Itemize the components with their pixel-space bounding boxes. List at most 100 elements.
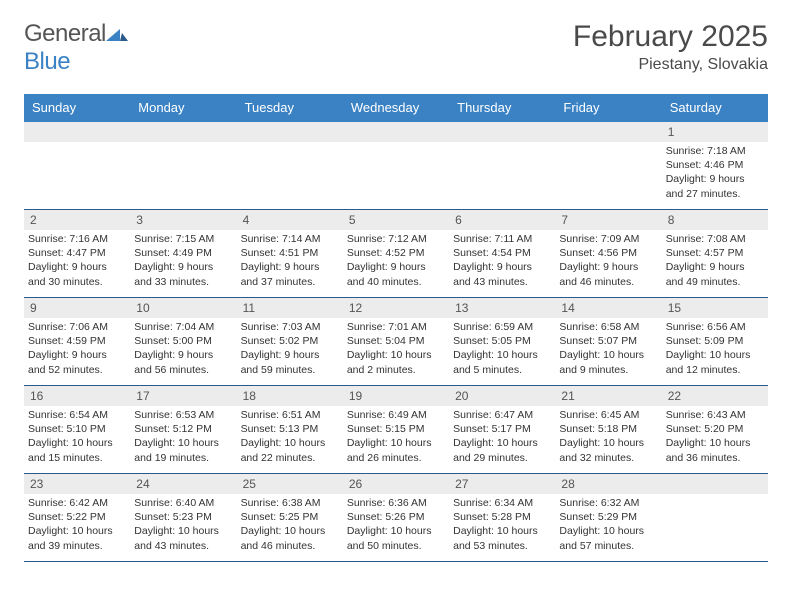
calendar-cell bbox=[343, 122, 449, 210]
day-line: and 52 minutes. bbox=[28, 363, 126, 377]
day-line: Daylight: 9 hours bbox=[666, 260, 764, 274]
day-line: Sunrise: 7:11 AM bbox=[453, 232, 551, 246]
calendar-week: 23Sunrise: 6:42 AMSunset: 5:22 PMDayligh… bbox=[24, 474, 768, 562]
day-line: Daylight: 10 hours bbox=[559, 436, 657, 450]
day-number bbox=[130, 122, 236, 142]
day-line: and 22 minutes. bbox=[241, 451, 339, 465]
day-line: Daylight: 10 hours bbox=[559, 524, 657, 538]
page-title: February 2025 bbox=[573, 20, 768, 54]
col-tuesday: Tuesday bbox=[237, 94, 343, 122]
day-line: Sunset: 5:00 PM bbox=[134, 334, 232, 348]
calendar-cell: 8Sunrise: 7:08 AMSunset: 4:57 PMDaylight… bbox=[662, 210, 768, 298]
day-body: Sunrise: 6:40 AMSunset: 5:23 PMDaylight:… bbox=[130, 494, 236, 559]
calendar-cell: 27Sunrise: 6:34 AMSunset: 5:28 PMDayligh… bbox=[449, 474, 555, 562]
day-body: Sunrise: 6:43 AMSunset: 5:20 PMDaylight:… bbox=[662, 406, 768, 471]
day-line: Daylight: 9 hours bbox=[559, 260, 657, 274]
calendar-week: 9Sunrise: 7:06 AMSunset: 4:59 PMDaylight… bbox=[24, 298, 768, 386]
day-number: 5 bbox=[343, 210, 449, 230]
day-line: and 27 minutes. bbox=[666, 187, 764, 201]
day-body bbox=[662, 494, 768, 552]
day-number: 17 bbox=[130, 386, 236, 406]
day-number: 3 bbox=[130, 210, 236, 230]
day-line: and 30 minutes. bbox=[28, 275, 126, 289]
day-line: Sunset: 4:56 PM bbox=[559, 246, 657, 260]
day-line: Daylight: 9 hours bbox=[666, 172, 764, 186]
day-number: 13 bbox=[449, 298, 555, 318]
calendar-cell bbox=[555, 122, 661, 210]
day-line: and 43 minutes. bbox=[453, 275, 551, 289]
location-label: Piestany, Slovakia bbox=[573, 56, 768, 74]
calendar-cell: 26Sunrise: 6:36 AMSunset: 5:26 PMDayligh… bbox=[343, 474, 449, 562]
calendar-cell bbox=[237, 122, 343, 210]
day-line: Daylight: 10 hours bbox=[347, 524, 445, 538]
day-number: 20 bbox=[449, 386, 555, 406]
day-line: Daylight: 9 hours bbox=[453, 260, 551, 274]
day-line: Daylight: 10 hours bbox=[666, 348, 764, 362]
day-body: Sunrise: 7:11 AMSunset: 4:54 PMDaylight:… bbox=[449, 230, 555, 295]
day-body: Sunrise: 6:54 AMSunset: 5:10 PMDaylight:… bbox=[24, 406, 130, 471]
day-number bbox=[555, 122, 661, 142]
calendar-cell: 9Sunrise: 7:06 AMSunset: 4:59 PMDaylight… bbox=[24, 298, 130, 386]
day-number: 14 bbox=[555, 298, 661, 318]
day-line: Daylight: 10 hours bbox=[559, 348, 657, 362]
day-line: Sunrise: 6:42 AM bbox=[28, 496, 126, 510]
day-line: Daylight: 9 hours bbox=[241, 260, 339, 274]
day-number: 23 bbox=[24, 474, 130, 494]
day-body: Sunrise: 6:53 AMSunset: 5:12 PMDaylight:… bbox=[130, 406, 236, 471]
day-number bbox=[662, 474, 768, 494]
day-line: Sunrise: 7:08 AM bbox=[666, 232, 764, 246]
day-line: Sunset: 4:59 PM bbox=[28, 334, 126, 348]
day-line: and 5 minutes. bbox=[453, 363, 551, 377]
day-line: and 15 minutes. bbox=[28, 451, 126, 465]
day-body bbox=[555, 142, 661, 200]
day-body: Sunrise: 7:08 AMSunset: 4:57 PMDaylight:… bbox=[662, 230, 768, 295]
col-wednesday: Wednesday bbox=[343, 94, 449, 122]
day-line: Sunset: 4:49 PM bbox=[134, 246, 232, 260]
day-line: Sunset: 4:54 PM bbox=[453, 246, 551, 260]
day-line: Sunset: 4:46 PM bbox=[666, 158, 764, 172]
day-body: Sunrise: 7:18 AMSunset: 4:46 PMDaylight:… bbox=[662, 142, 768, 207]
day-line: Daylight: 10 hours bbox=[347, 348, 445, 362]
day-line: Daylight: 10 hours bbox=[347, 436, 445, 450]
logo: General Blue bbox=[24, 20, 128, 76]
day-number bbox=[24, 122, 130, 142]
day-number: 22 bbox=[662, 386, 768, 406]
calendar-cell: 17Sunrise: 6:53 AMSunset: 5:12 PMDayligh… bbox=[130, 386, 236, 474]
day-line: and 50 minutes. bbox=[347, 539, 445, 553]
day-number: 19 bbox=[343, 386, 449, 406]
day-line: Daylight: 10 hours bbox=[453, 348, 551, 362]
title-block: February 2025 Piestany, Slovakia bbox=[573, 20, 768, 74]
day-line: and 43 minutes. bbox=[134, 539, 232, 553]
calendar-cell: 24Sunrise: 6:40 AMSunset: 5:23 PMDayligh… bbox=[130, 474, 236, 562]
day-line: Sunset: 5:20 PM bbox=[666, 422, 764, 436]
day-line: Sunrise: 6:49 AM bbox=[347, 408, 445, 422]
day-body: Sunrise: 6:38 AMSunset: 5:25 PMDaylight:… bbox=[237, 494, 343, 559]
day-header-row: Sunday Monday Tuesday Wednesday Thursday… bbox=[24, 94, 768, 122]
logo-text: General Blue bbox=[24, 20, 128, 76]
day-line: Daylight: 10 hours bbox=[134, 436, 232, 450]
day-line: Sunset: 5:04 PM bbox=[347, 334, 445, 348]
calendar-cell: 11Sunrise: 7:03 AMSunset: 5:02 PMDayligh… bbox=[237, 298, 343, 386]
day-line: Sunrise: 7:18 AM bbox=[666, 144, 764, 158]
day-number: 7 bbox=[555, 210, 661, 230]
day-line: Sunrise: 6:38 AM bbox=[241, 496, 339, 510]
day-line: Sunrise: 6:45 AM bbox=[559, 408, 657, 422]
day-line: and 40 minutes. bbox=[347, 275, 445, 289]
day-line: Sunset: 5:05 PM bbox=[453, 334, 551, 348]
col-thursday: Thursday bbox=[449, 94, 555, 122]
day-line: Sunrise: 7:01 AM bbox=[347, 320, 445, 334]
day-line: and 12 minutes. bbox=[666, 363, 764, 377]
day-body: Sunrise: 7:04 AMSunset: 5:00 PMDaylight:… bbox=[130, 318, 236, 383]
day-number: 9 bbox=[24, 298, 130, 318]
day-body: Sunrise: 6:45 AMSunset: 5:18 PMDaylight:… bbox=[555, 406, 661, 471]
day-line: Daylight: 10 hours bbox=[28, 436, 126, 450]
day-line: Sunset: 5:23 PM bbox=[134, 510, 232, 524]
day-number bbox=[449, 122, 555, 142]
day-line: Sunset: 5:15 PM bbox=[347, 422, 445, 436]
day-line: and 46 minutes. bbox=[559, 275, 657, 289]
day-line: and 26 minutes. bbox=[347, 451, 445, 465]
day-line: Sunrise: 7:03 AM bbox=[241, 320, 339, 334]
day-line: Sunset: 4:52 PM bbox=[347, 246, 445, 260]
day-line: Daylight: 10 hours bbox=[241, 436, 339, 450]
calendar-cell: 13Sunrise: 6:59 AMSunset: 5:05 PMDayligh… bbox=[449, 298, 555, 386]
